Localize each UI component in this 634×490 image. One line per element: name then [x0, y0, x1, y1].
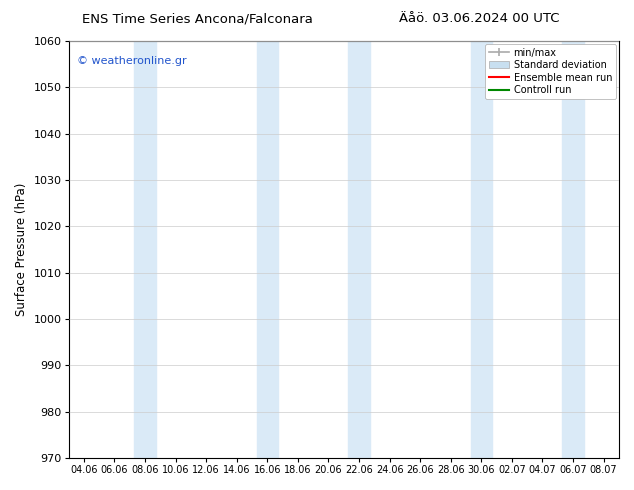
Bar — [348, 41, 370, 458]
Legend: min/max, Standard deviation, Ensemble mean run, Controll run: min/max, Standard deviation, Ensemble me… — [486, 44, 616, 99]
Bar — [257, 41, 278, 458]
Text: ENS Time Series Ancona/Falconara: ENS Time Series Ancona/Falconara — [82, 12, 313, 25]
Y-axis label: Surface Pressure (hPa): Surface Pressure (hPa) — [15, 183, 28, 316]
Text: Äåö. 03.06.2024 00 UTC: Äåö. 03.06.2024 00 UTC — [399, 12, 560, 25]
Bar — [470, 41, 492, 458]
Bar — [562, 41, 584, 458]
Text: © weatheronline.gr: © weatheronline.gr — [77, 56, 186, 66]
Bar — [134, 41, 156, 458]
